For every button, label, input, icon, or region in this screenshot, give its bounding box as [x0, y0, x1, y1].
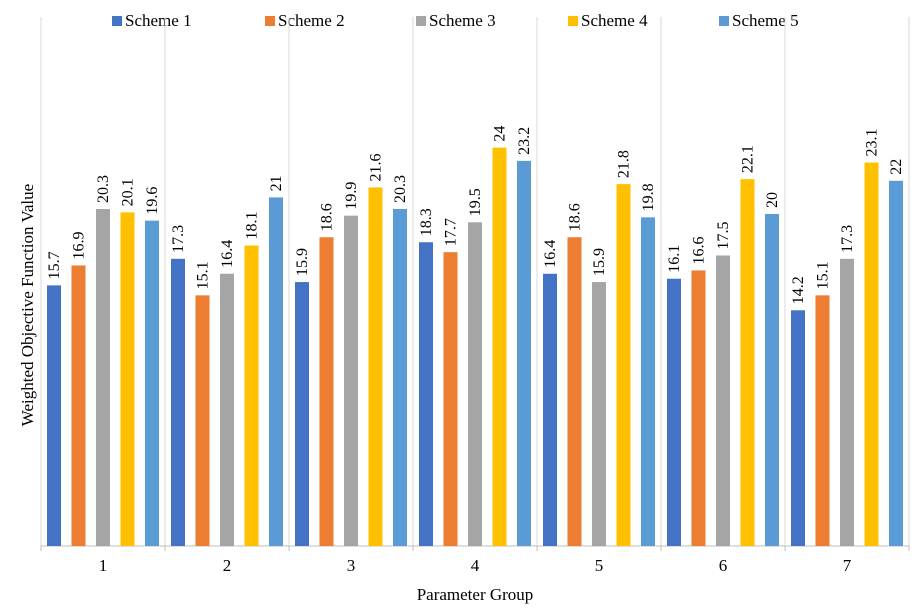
bar: [195, 295, 210, 546]
bar: [419, 242, 433, 546]
bar: [567, 237, 582, 547]
data-label: 20.3: [95, 175, 112, 203]
legend-swatch: [719, 16, 729, 26]
data-label: 22: [888, 159, 905, 175]
legend-label: Scheme 1: [125, 11, 192, 30]
bar: [543, 273, 557, 546]
legend: Scheme 1 Scheme 2 Scheme 3 Scheme 4 Scheme 5: [112, 11, 799, 30]
data-label: 20: [764, 192, 781, 208]
bar: [791, 310, 805, 546]
bar: [295, 282, 309, 546]
x-tick-label: 5: [595, 556, 604, 575]
bar: [171, 258, 185, 546]
x-tick-label: 6: [719, 556, 728, 575]
legend-label: Scheme 5: [732, 11, 799, 30]
data-label: 17.5: [715, 222, 732, 250]
bar: [691, 270, 706, 546]
data-label: 19.6: [144, 187, 161, 215]
legend-swatch: [568, 16, 578, 26]
bar: [840, 258, 854, 546]
bar: [443, 252, 458, 546]
data-label: 15.7: [46, 251, 63, 279]
data-label: 24: [492, 126, 509, 142]
legend-swatch: [265, 16, 275, 26]
x-tick-labels: 1 2 3 4 5 6 7: [40, 546, 910, 575]
data-label: 18.3: [418, 208, 435, 236]
bar: [47, 285, 61, 546]
bar: [344, 215, 358, 546]
bar: [244, 245, 259, 547]
data-label: 19.8: [640, 183, 657, 211]
data-label: 18.6: [319, 203, 336, 231]
bar: [120, 212, 135, 546]
data-label: 20.1: [120, 178, 137, 206]
legend-label: Scheme 2: [278, 11, 345, 30]
bar: [319, 237, 334, 547]
bar: [71, 265, 86, 546]
data-label: 20.3: [392, 175, 409, 203]
x-tick-label: 3: [347, 556, 356, 575]
data-label: 23.2: [516, 127, 533, 155]
bar: [517, 160, 531, 546]
legend-swatch: [112, 16, 122, 26]
bar: [393, 209, 407, 546]
x-tick-label: 2: [223, 556, 232, 575]
data-label: 15.1: [815, 261, 832, 289]
bar: [468, 222, 482, 547]
data-label: 19.9: [343, 182, 360, 210]
bar: [740, 179, 755, 546]
bar: [492, 147, 507, 546]
data-label: 17.7: [443, 218, 460, 246]
legend-swatch: [416, 16, 426, 26]
legend-label: Scheme 3: [429, 11, 496, 30]
bar: [864, 162, 879, 547]
data-label: 18.1: [244, 212, 261, 240]
data-label: 16.4: [542, 240, 559, 268]
data-label: 17.3: [839, 225, 856, 253]
data-label: 15.9: [294, 248, 311, 276]
data-label: 22.1: [740, 145, 757, 173]
data-label: 14.2: [790, 276, 807, 304]
legend-label: Scheme 4: [581, 11, 648, 30]
data-label: 21: [268, 175, 285, 191]
bar: [815, 295, 830, 546]
bar: [667, 278, 681, 546]
data-label: 23.1: [864, 129, 881, 157]
bar: [616, 184, 631, 546]
y-axis-title: Weighted Objective Function Value: [18, 184, 37, 426]
data-label: 16.9: [71, 231, 88, 259]
bars: [47, 147, 903, 547]
bar: [368, 187, 383, 546]
bar: [220, 273, 234, 546]
bar: [716, 255, 730, 546]
bar: [96, 209, 110, 546]
data-label: 19.5: [467, 188, 484, 216]
data-label: 16.6: [691, 236, 708, 264]
x-axis-title: Parameter Group: [417, 585, 534, 604]
bar: [269, 197, 283, 546]
x-tick-label: 7: [843, 556, 852, 575]
data-label: 16.4: [219, 240, 236, 268]
data-label: 21.8: [616, 150, 633, 178]
bar: [765, 214, 779, 546]
data-label: 21.6: [368, 153, 385, 181]
data-label: 15.9: [591, 248, 608, 276]
x-tick-label: 4: [471, 556, 480, 575]
data-label: 18.6: [567, 203, 584, 231]
x-tick-label: 1: [99, 556, 108, 575]
data-label: 16.1: [666, 245, 683, 273]
data-label: 15.1: [195, 261, 212, 289]
gridlines: [40, 17, 910, 546]
data-label: 17.3: [170, 225, 187, 253]
data-labels: 15.7 16.9 20.3 20.1 19.6 17.3 15.1 16.4 18.1 21 15…: [46, 126, 905, 305]
bar: [592, 282, 606, 546]
bar: [641, 217, 655, 546]
bar: [145, 220, 159, 546]
bar: [889, 180, 903, 547]
